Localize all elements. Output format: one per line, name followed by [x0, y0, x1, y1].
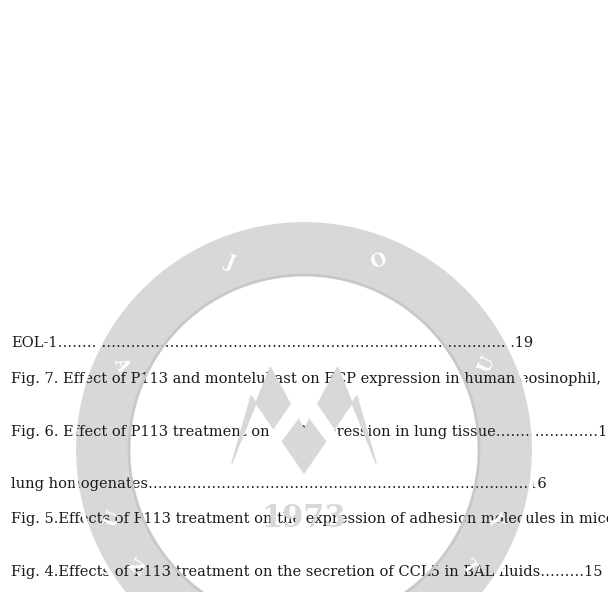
- Text: Fig. 4.Effects of P113 treatment on the secretion of CCL5 in BAL fluids………15: Fig. 4.Effects of P113 treatment on the …: [11, 565, 603, 580]
- Text: EOL-1………………………………………………………………………………....19: EOL-1………………………………………………………………………………....1…: [11, 336, 533, 350]
- Text: Fig. 7. Effect of P113 and montelukast on ECP expression in human eosinophil,: Fig. 7. Effect of P113 and montelukast o…: [11, 372, 601, 386]
- Circle shape: [74, 220, 534, 592]
- Text: U: U: [103, 509, 125, 530]
- Text: Fig. 5.Effects of P113 treatment on the expression of adhesion molecules in mice: Fig. 5.Effects of P113 treatment on the …: [11, 512, 608, 526]
- Text: O: O: [368, 250, 389, 273]
- Text: T: T: [458, 557, 480, 578]
- Text: U: U: [476, 353, 499, 375]
- Text: Fig. 6. Effect of P113 treatment on ECP expression in lung tissue…………………18: Fig. 6. Effect of P113 treatment on ECP …: [11, 425, 608, 439]
- Text: Y: Y: [483, 510, 505, 529]
- Polygon shape: [232, 367, 376, 473]
- Circle shape: [129, 275, 479, 592]
- Polygon shape: [261, 387, 347, 449]
- Text: N: N: [127, 556, 151, 580]
- Text: lung homogenates……………………………………………………………………16: lung homogenates…………………………………………………………………: [11, 477, 547, 491]
- Text: J: J: [222, 252, 237, 272]
- Text: 1973: 1973: [261, 503, 347, 533]
- Text: A: A: [109, 354, 131, 375]
